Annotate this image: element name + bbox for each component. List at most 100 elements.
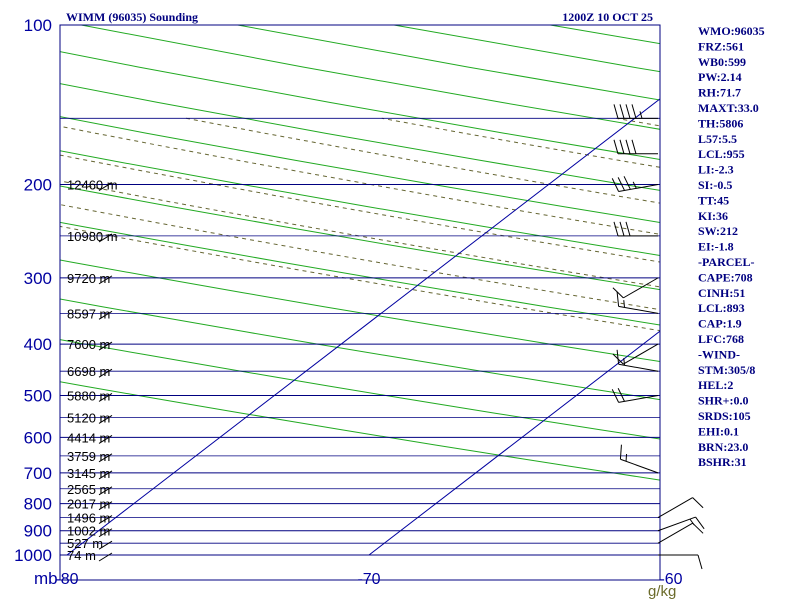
height-label: 4414 m [67, 430, 110, 445]
pressure-unit-label: mb [34, 569, 58, 588]
index-line: WMO:96035 [698, 24, 765, 38]
wind-barb-flag [616, 291, 620, 307]
index-line: KI:36 [698, 209, 728, 223]
index-line: SW:212 [698, 224, 738, 238]
dry-adiabat [81, 25, 660, 130]
height-tick [98, 182, 113, 191]
isotherm [368, 330, 660, 556]
pressure-tick-label: 800 [24, 495, 52, 514]
wind-barb-shaft [618, 305, 659, 314]
wind-barb-flag [631, 139, 637, 154]
temperature-tick-label: -70 [357, 571, 380, 588]
moist-adiabat [60, 154, 660, 263]
wind-barb-flag [623, 176, 631, 190]
wind-barb-flag [625, 139, 631, 154]
wind-barb-shaft [620, 458, 659, 474]
height-tick [98, 393, 113, 402]
wind-barb-shaft [618, 394, 659, 403]
plot-frame [59, 24, 661, 581]
dry-adiabat [60, 51, 660, 160]
temperature-tick-label: -80 [55, 571, 78, 588]
index-line: WB0:599 [698, 55, 746, 69]
wind-barb-half-flag [632, 181, 637, 189]
pressure-tick-label: 700 [24, 464, 52, 483]
wind-barb-flag [619, 139, 625, 154]
index-line: LCL:893 [698, 301, 745, 315]
index-line: TH:5806 [698, 116, 743, 130]
index-line: MAXT:33.0 [698, 101, 759, 115]
wind-barb-flag [619, 444, 622, 460]
pressure-tick-label: 100 [24, 16, 52, 35]
wind-barb-flag [612, 353, 624, 365]
dry-adiabat [60, 381, 660, 481]
index-line: FRZ:561 [698, 39, 744, 53]
wind-barbs [611, 104, 705, 570]
index-line: BRN:23.0 [698, 440, 748, 454]
index-line: SI:-0.5 [698, 178, 732, 192]
height-label: 6698 m [67, 364, 110, 379]
height-tick [98, 540, 113, 550]
height-label: 3759 m [67, 449, 110, 464]
height-tick [98, 453, 113, 463]
wind-barb-half-flag [623, 358, 626, 366]
height-label: 9720 m [67, 271, 110, 286]
dry-adiabat [60, 259, 660, 363]
wind-barb-shaft [623, 277, 659, 299]
background-grid [60, 25, 660, 556]
moist-adiabat [60, 225, 660, 332]
index-line: RH:71.7 [698, 86, 741, 100]
index-line: PW:2.14 [698, 70, 742, 84]
pressure-tick-label: 300 [24, 269, 52, 288]
sounding-traces [736, 76, 800, 555]
pressure-tick-label: 1000 [14, 546, 52, 565]
wind-barb-half-flag [623, 300, 626, 308]
index-line: LFC:768 [698, 332, 744, 346]
wind-barb-half-flag [689, 518, 695, 526]
index-line: STM:305/8 [698, 363, 755, 377]
index-line: HEL:2 [698, 378, 733, 392]
height-tick [98, 552, 113, 562]
dry-adiabat [60, 83, 660, 191]
wind-barb-flag [612, 287, 624, 299]
height-tick [98, 233, 113, 243]
dry-adiabat [60, 339, 660, 440]
wind-barb-flag [692, 497, 704, 509]
valid-time: 1200Z 10 OCT 25 [562, 10, 653, 24]
pressure-tick-label: 500 [24, 386, 52, 405]
height-tick [98, 515, 113, 525]
dry-adiabat [60, 116, 660, 223]
index-line: -PARCEL- [698, 255, 754, 269]
moist-adiabat [60, 204, 660, 311]
height-label: 5880 m [67, 388, 110, 403]
wind-barb-flag [625, 221, 631, 237]
height-label: 7600 m [67, 337, 110, 352]
mixing-ratio-unit: g/kg [648, 583, 676, 600]
temperature-axis: -80-70-60-50-40-30-20-100102030 [55, 571, 682, 588]
pressure-tick-label: 200 [24, 176, 52, 195]
index-line: EHI:0.1 [698, 424, 739, 438]
index-line: EI:-1.8 [698, 240, 734, 254]
wind-barb-shaft [618, 363, 659, 372]
pressure-tick-label: 900 [24, 522, 52, 541]
index-line: CINH:51 [698, 286, 745, 300]
moist-adiabat [60, 125, 660, 235]
height-tick [98, 501, 113, 511]
wind-barb-half-flag [625, 453, 628, 462]
wind-barb-flag [631, 104, 637, 119]
wind-barb-flag [617, 177, 625, 191]
wind-barb-shaft [623, 343, 659, 365]
height-label: 8597 m [67, 306, 110, 321]
height-label: 1496 m [67, 511, 110, 526]
station-title: WIMM (96035) Sounding [66, 10, 198, 24]
height-tick [98, 486, 113, 496]
wind-barb-flag [613, 221, 619, 237]
index-line: LCL:955 [698, 147, 745, 161]
wind-barb-half-flag [639, 111, 643, 119]
dry-adiabat [550, 25, 660, 45]
index-line: BSHR:31 [698, 455, 747, 469]
height-label: 1002 m [67, 524, 110, 539]
index-line: L57:5.5 [698, 132, 737, 146]
